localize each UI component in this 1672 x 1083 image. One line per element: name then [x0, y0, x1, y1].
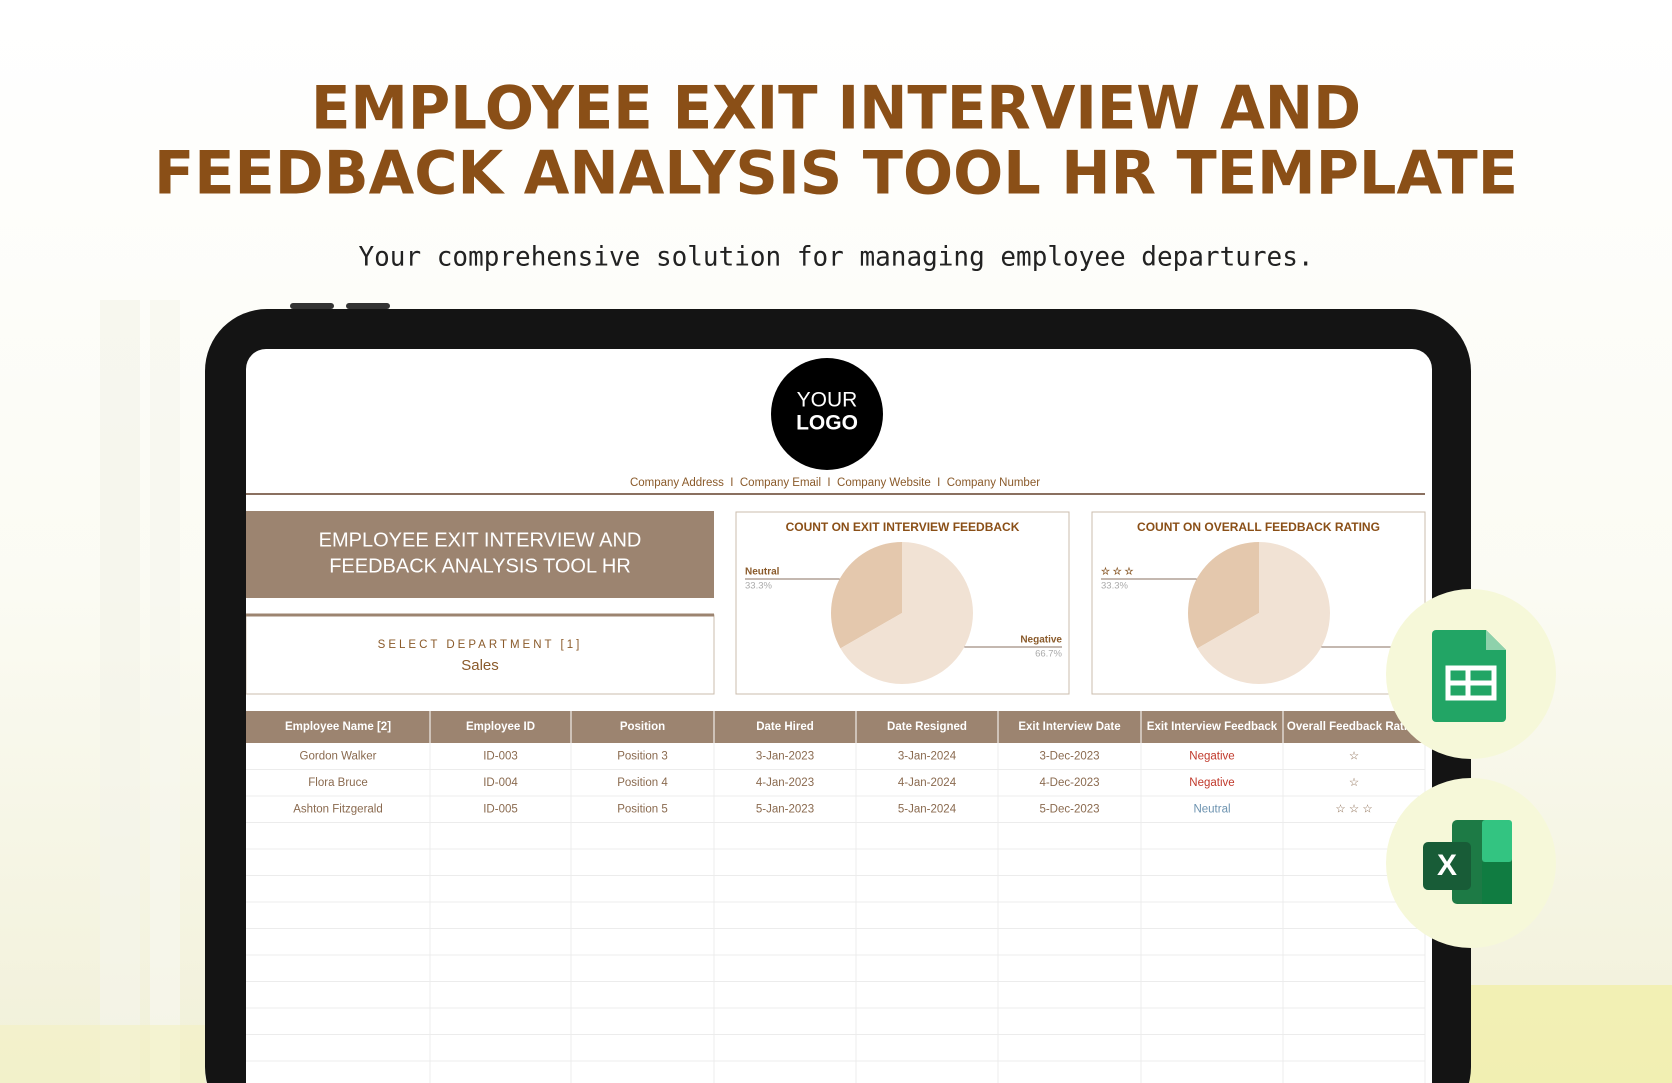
- pie-slice: [1188, 542, 1259, 649]
- table-cell: Flora Bruce: [308, 777, 367, 789]
- excel-icon: [1482, 862, 1512, 904]
- logo-text: LOGO: [796, 412, 858, 435]
- table-cell: Position 5: [617, 803, 668, 815]
- table-cell: 3-Jan-2023: [756, 750, 814, 762]
- sheet-title: EMPLOYEE EXIT INTERVIEW AND: [319, 529, 642, 551]
- select-label: SELECT DEPARTMENT [1]: [378, 639, 583, 651]
- logo-text: YOUR: [797, 389, 858, 412]
- light-stripe: [0, 1025, 205, 1083]
- spreadsheet: YOUR LOGO Company Address I Company Emai…: [246, 358, 1426, 1083]
- table-cell: Gordon Walker: [300, 750, 377, 762]
- table-cell: Ashton Fitzgerald: [293, 803, 383, 815]
- pie-slice: [840, 542, 974, 684]
- column-header: Date Hired: [756, 721, 814, 733]
- column-header: Employee ID: [466, 721, 535, 733]
- table-cell: ID-003: [483, 750, 518, 762]
- column-header: Exit Interview Feedback: [1147, 721, 1278, 733]
- table-cell: 4-Jan-2024: [898, 777, 957, 789]
- table-cell: ID-005: [483, 803, 518, 815]
- table-cell: 5-Jan-2024: [898, 803, 957, 815]
- select-value[interactable]: Sales: [461, 657, 499, 674]
- pie-value-label: 66.7%: [1035, 649, 1062, 660]
- table-cell: 3-Dec-2023: [1039, 750, 1099, 762]
- page-title: FEEDBACK ANALYSIS TOOL HR TEMPLATE: [154, 139, 1518, 209]
- excel-icon-x: [1423, 842, 1471, 890]
- table-cell: Position 4: [617, 777, 668, 789]
- table-cell: 5-Dec-2023: [1039, 803, 1099, 815]
- table-cell: 4-Dec-2023: [1039, 777, 1099, 789]
- pie-slice: [830, 542, 902, 649]
- pie-slice: [1197, 542, 1330, 685]
- pie-label: Neutral: [745, 567, 780, 578]
- table-cell: Position 3: [617, 750, 668, 762]
- excel-icon-letter: X: [1437, 849, 1457, 882]
- light-stripe: [1440, 985, 1672, 1083]
- light-stripe: [150, 300, 180, 1083]
- column-header: Overall Feedback Rating: [1287, 721, 1421, 733]
- light-stripe: [100, 300, 140, 1083]
- pie-label: ☆ ☆ ☆: [1101, 567, 1133, 578]
- table-cell: ☆ ☆ ☆: [1335, 803, 1372, 815]
- sheet-title-box: [246, 511, 714, 598]
- table-cell: 4-Jan-2023: [756, 777, 814, 789]
- table-cell: ☆: [1349, 750, 1359, 762]
- column-header: Employee Name [2]: [285, 721, 391, 733]
- tablet-button: [290, 303, 334, 309]
- table-cell: 3-Jan-2024: [898, 750, 957, 762]
- table-cell: ☆: [1349, 777, 1359, 789]
- logo: [771, 358, 883, 470]
- tablet-button: [346, 303, 390, 309]
- table-cell: 5-Jan-2023: [756, 803, 814, 815]
- column-header: Exit Interview Date: [1018, 721, 1120, 733]
- select-box: [246, 614, 715, 695]
- chart-title: COUNT ON OVERALL FEEDBACK RATING: [1137, 520, 1380, 534]
- table-cell: Negative: [1189, 750, 1234, 762]
- sheet-title: FEEDBACK ANALYSIS TOOL HR: [329, 555, 631, 577]
- table-cell: ID-004: [483, 777, 518, 789]
- page-title: EMPLOYEE EXIT INTERVIEW AND: [311, 74, 1361, 144]
- table-cell: Negative: [1189, 777, 1234, 789]
- chart-title: COUNT ON EXIT INTERVIEW FEEDBACK: [786, 520, 1020, 534]
- column-header: Date Resigned: [887, 721, 967, 733]
- company-info: Company Address I Company Email I Compan…: [630, 477, 1040, 489]
- column-header: Position: [620, 721, 665, 733]
- table-header: [246, 711, 1425, 743]
- excel-icon: [1482, 820, 1512, 862]
- sheets-icon-fold: [1486, 630, 1506, 650]
- pie-value-label: 33.3%: [745, 581, 772, 592]
- pie-label: Negative: [1020, 635, 1062, 646]
- pie-value-label: 33.3%: [1101, 581, 1128, 592]
- table-cell: Neutral: [1193, 803, 1230, 815]
- subtitle: Your comprehensive solution for managing…: [359, 242, 1314, 273]
